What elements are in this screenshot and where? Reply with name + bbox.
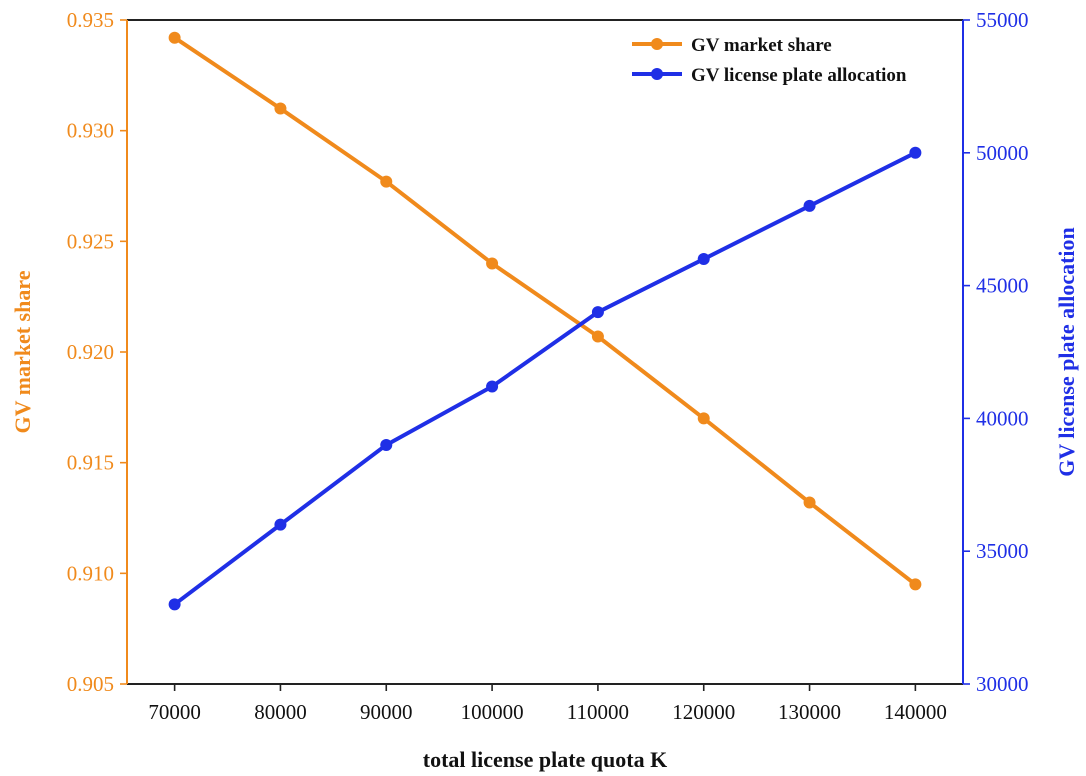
axes-group: 70000 80000 90000 100000 110000 120000 130000 1… <box>67 8 1029 724</box>
legend-allocation-marker <box>651 68 663 80</box>
left-y-tick-label: 0.910 <box>67 561 114 585</box>
x-tick-label: 110000 <box>567 700 629 724</box>
allocation-data-point <box>591 306 604 319</box>
market-share-data-point <box>274 102 287 115</box>
market-share-data-point <box>486 257 499 270</box>
right-y-axis-title: GV license plate allocation <box>1054 227 1079 477</box>
legend-market-share-label: GV market share <box>691 35 832 56</box>
x-tick-label: 100000 <box>461 700 524 724</box>
series-group <box>168 31 922 611</box>
left-y-tick-label: 0.935 <box>67 8 114 32</box>
allocation-data-point <box>274 518 287 531</box>
market-share-data-point <box>697 412 710 425</box>
x-tick-label: 130000 <box>778 700 841 724</box>
legend-allocation-label: GV license plate allocation <box>691 65 907 86</box>
market-share-data-point <box>591 330 604 343</box>
left-y-axis-title: GV market share <box>10 270 35 433</box>
legend: GV market share GV license plate allocati… <box>632 35 907 86</box>
right-y-tick-label: 30000 <box>976 672 1029 696</box>
market-share-data-point <box>168 31 181 44</box>
right-y-tick-label: 55000 <box>976 8 1029 32</box>
allocation-data-point <box>803 199 816 212</box>
x-tick-label: 70000 <box>148 700 201 724</box>
x-tick-label: 140000 <box>884 700 947 724</box>
allocation-series-line <box>172 150 918 607</box>
right-y-tick-label: 45000 <box>976 274 1029 298</box>
right-y-tick-label: 40000 <box>976 406 1029 430</box>
right-y-tick-label: 35000 <box>976 539 1029 563</box>
allocation-data-point <box>909 146 922 159</box>
left-y-tick-label: 0.905 <box>67 672 114 696</box>
x-tick-label: 120000 <box>672 700 735 724</box>
left-y-tick-label: 0.930 <box>67 119 114 143</box>
allocation-data-point <box>380 438 393 451</box>
left-y-tick-label: 0.925 <box>67 229 114 253</box>
allocation-data-point <box>168 598 181 611</box>
x-tick-label: 90000 <box>360 700 413 724</box>
market-share-data-point <box>380 175 393 188</box>
right-y-tick-label: 50000 <box>976 141 1029 165</box>
allocation-data-point <box>486 380 499 393</box>
x-axis-title: total license plate quota K <box>423 747 667 772</box>
market-share-data-point <box>909 578 922 591</box>
left-y-tick-label: 0.915 <box>67 451 114 475</box>
allocation-data-point <box>697 253 710 266</box>
legend-market-share-marker <box>651 38 663 50</box>
market-share-data-point <box>803 496 816 509</box>
left-y-tick-label: 0.920 <box>67 340 114 364</box>
market-share-series-line <box>172 35 918 587</box>
x-tick-label: 80000 <box>254 700 307 724</box>
